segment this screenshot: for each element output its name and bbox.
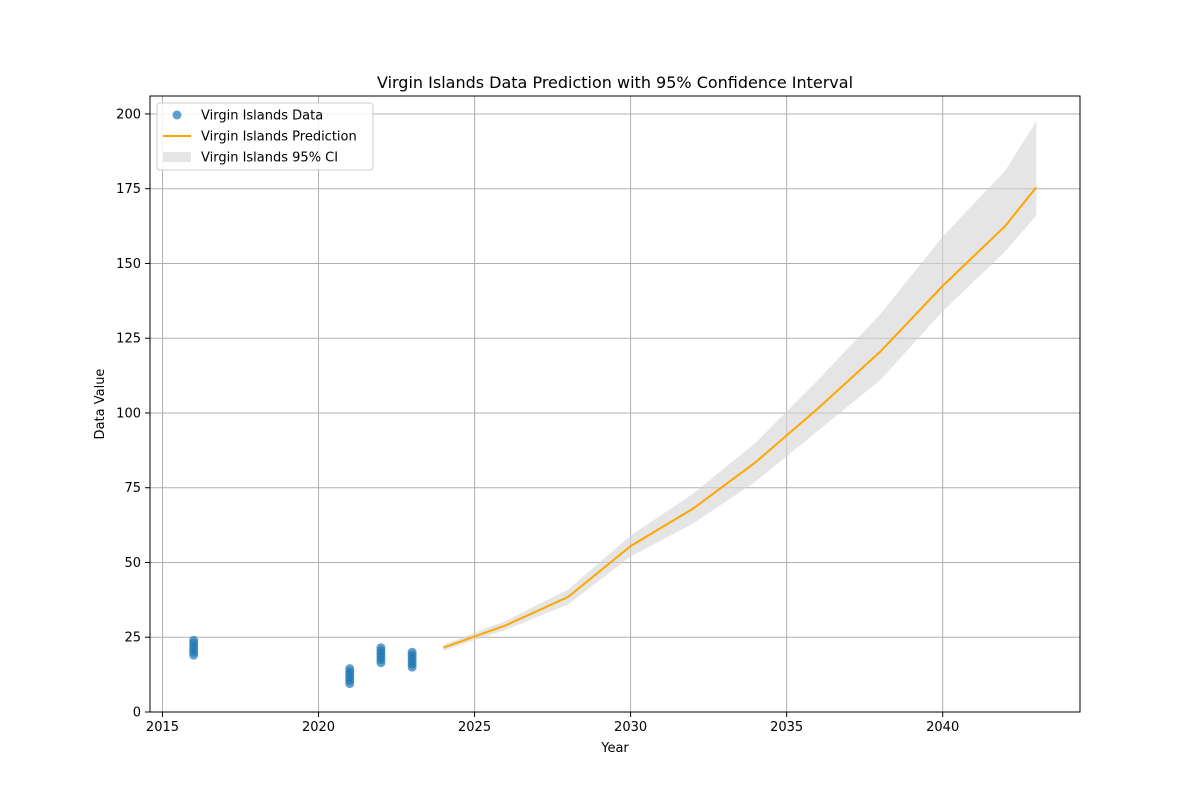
legend-label: Virgin Islands Prediction: [201, 130, 357, 145]
x-tick-label: 2020: [302, 720, 335, 735]
y-tick-label: 50: [124, 556, 141, 571]
legend-label: Virgin Islands Data: [201, 109, 323, 124]
data-point: [345, 664, 355, 674]
plot-area: 2015 2020 2025 2030 2035 2040 0 25 50 75 100 125 150…: [116, 95, 1081, 735]
y-tick-label: 100: [116, 406, 141, 421]
chart-title: Virgin Islands Data Prediction with 95% …: [377, 73, 853, 92]
y-tick-label: 150: [116, 257, 141, 272]
y-tick-label: 200: [116, 107, 141, 122]
x-tick-label: 2040: [926, 720, 959, 735]
x-tick-label: 2035: [770, 720, 803, 735]
y-tick-label: 75: [124, 481, 141, 496]
y-tick-label: 0: [133, 706, 141, 721]
x-tick-label: 2030: [614, 720, 647, 735]
legend-patch: [163, 152, 191, 162]
x-tick-label: 2015: [146, 720, 179, 735]
data-point: [189, 635, 199, 645]
x-axis-label: Year: [600, 741, 629, 756]
y-tick-label: 125: [116, 332, 141, 347]
axes-frame: [149, 95, 1081, 713]
x-tick-label: 2025: [458, 720, 491, 735]
legend-marker: [172, 110, 182, 120]
data-point: [407, 647, 417, 657]
ci-band: [443, 121, 1037, 651]
prediction-line: [443, 186, 1038, 649]
y-axis-label: Data Value: [93, 369, 108, 440]
y-tick-label: 25: [124, 631, 141, 646]
data-point: [376, 643, 386, 653]
legend-box: [156, 102, 374, 171]
y-tick-label: 175: [116, 182, 141, 197]
legend-label: Virgin Islands 95% CI: [201, 151, 338, 166]
